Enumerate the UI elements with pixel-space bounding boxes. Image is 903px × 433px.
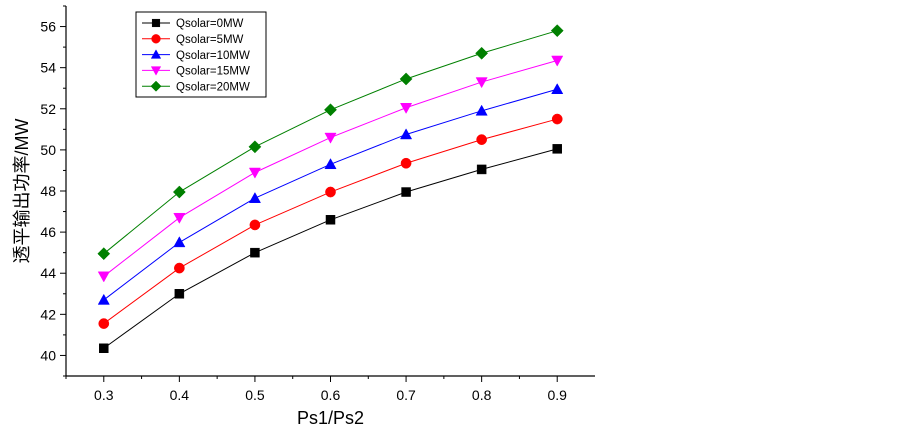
legend-marker [150, 49, 162, 59]
data-point [248, 192, 261, 203]
y-axis-ticks: 40 42 44 46 48 50 52 54 56 [40, 5, 66, 377]
series-Qsolar=0MW [99, 144, 562, 353]
data-point [324, 132, 337, 144]
x-tick-label: 0.5 [245, 387, 265, 403]
data-point [250, 247, 260, 258]
legend-label: Qsolar=15MW [176, 66, 250, 78]
legend-label: Qsolar=10MW [176, 50, 250, 62]
y-axis-title: 透平输出功率/MW [12, 118, 32, 263]
legend-label: Qsolar=0MW [176, 18, 244, 30]
y-tick-label: 44 [40, 265, 56, 281]
data-point [99, 343, 109, 353]
legend-label: Qsolar=20MW [176, 81, 250, 93]
legend-label: Qsolar=5MW [176, 34, 244, 46]
data-point [476, 164, 487, 175]
data-point [401, 187, 411, 197]
data-point [172, 185, 186, 199]
data-point [324, 158, 337, 170]
data-point [248, 167, 261, 179]
data-point [97, 293, 110, 305]
data-point [249, 219, 261, 231]
data-point [475, 77, 488, 89]
data-point [551, 113, 563, 125]
legend-item: Qsolar=15MW [142, 66, 250, 78]
data-point [325, 186, 336, 198]
data-point [98, 318, 110, 329]
y-tick-label: 48 [40, 183, 56, 199]
data-point [475, 46, 489, 60]
legend: Qsolar=0MW Qsolar=5MW Qsolar=10MW Qsolar=15… [135, 11, 267, 98]
x-tick-label: 0.9 [547, 387, 567, 403]
data-point [97, 247, 111, 261]
legend-item: Qsolar=0MW [142, 18, 244, 30]
y-tick-label: 50 [40, 142, 56, 158]
legend-marker [150, 80, 162, 92]
data-point [551, 83, 564, 94]
series-Qsolar=5MW [98, 113, 563, 329]
x-tick-label: 0.4 [170, 387, 190, 403]
data-point [400, 103, 413, 114]
data-point [551, 55, 564, 67]
data-point [174, 289, 185, 299]
y-tick-label: 42 [40, 306, 56, 322]
legend-item: Qsolar=20MW [142, 80, 250, 93]
data-point [476, 134, 487, 145]
legend-marker [150, 66, 162, 76]
x-axis-ticks: 0.3 0.4 0.5 0.6 0.7 0.8 0.9 [65, 376, 567, 403]
data-point [550, 24, 564, 38]
series-layer [97, 24, 564, 353]
data-point [400, 157, 412, 169]
data-point [475, 104, 488, 116]
x-tick-label: 0.6 [321, 387, 341, 403]
data-point [325, 215, 336, 225]
y-tick-label: 46 [40, 224, 56, 240]
legend-marker [151, 34, 161, 44]
data-point [248, 140, 262, 154]
series-Qsolar=20MW [97, 24, 564, 261]
legend-item: Qsolar=10MW [142, 49, 250, 62]
series-Qsolar=15MW [97, 55, 564, 283]
y-tick-label: 56 [40, 19, 56, 35]
legend-item: Qsolar=5MW [142, 34, 244, 46]
data-point [173, 212, 186, 224]
data-point [552, 144, 562, 154]
y-tick-label: 52 [40, 101, 56, 117]
data-point [324, 103, 337, 117]
data-point [400, 128, 413, 140]
series-Qsolar=10MW [97, 83, 564, 305]
x-tick-label: 0.8 [472, 387, 492, 403]
data-point [97, 271, 110, 283]
data-point [173, 236, 186, 248]
x-tick-label: 0.3 [94, 387, 114, 403]
x-tick-label: 0.7 [396, 387, 416, 403]
y-tick-label: 54 [40, 60, 56, 76]
x-axis-title: Ps1/Ps2 [297, 408, 364, 428]
legend-marker [151, 18, 161, 28]
data-point [399, 72, 413, 86]
y-tick-label: 40 [40, 347, 56, 363]
data-point [174, 262, 185, 274]
